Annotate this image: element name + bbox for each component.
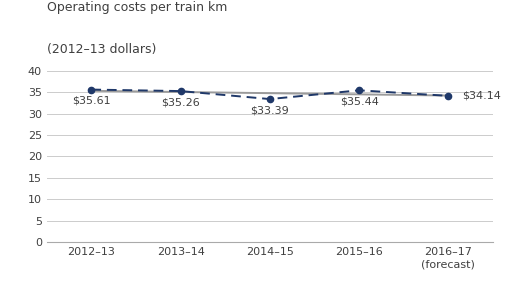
Text: Operating costs per train km: Operating costs per train km bbox=[47, 1, 227, 14]
Text: $35.44: $35.44 bbox=[340, 97, 378, 107]
Text: $34.14: $34.14 bbox=[462, 91, 501, 101]
Text: $33.39: $33.39 bbox=[251, 106, 289, 115]
Text: (2012–13 dollars): (2012–13 dollars) bbox=[47, 43, 156, 56]
Text: $35.26: $35.26 bbox=[161, 97, 200, 107]
Text: $35.61: $35.61 bbox=[72, 96, 111, 106]
